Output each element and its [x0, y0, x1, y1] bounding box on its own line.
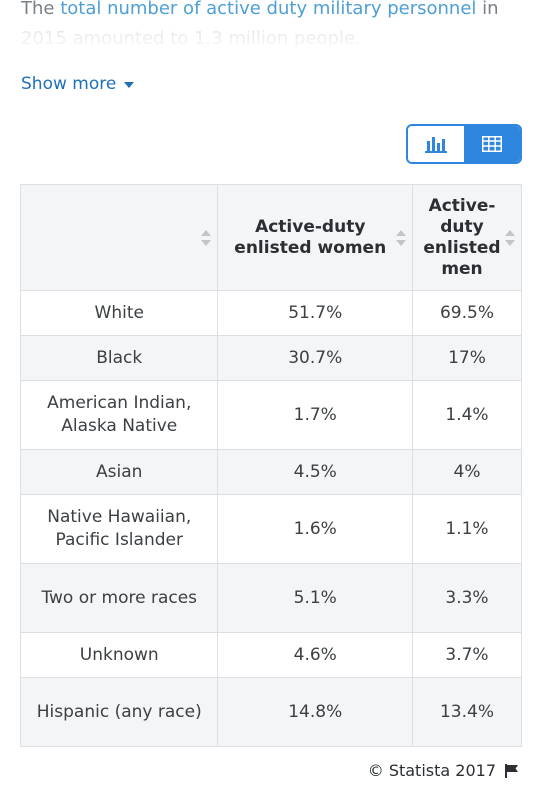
table-header-row: Active-duty enlisted women Active-duty e…: [19, 184, 522, 291]
women-value: 1.6%: [217, 494, 413, 564]
men-value: 13.4%: [412, 677, 522, 747]
row-label: Hispanic (any race): [19, 677, 219, 747]
statista-credit: © Statista 2017: [368, 761, 520, 780]
table-grid-icon: [482, 136, 502, 152]
intro-link[interactable]: total number of active duty military per…: [60, 0, 477, 19]
sort-icon: [505, 229, 515, 246]
men-value: 3.3%: [412, 563, 522, 633]
men-value: 1.1%: [412, 494, 522, 564]
row-label: Black: [19, 335, 219, 381]
row-label: Unknown: [19, 632, 219, 678]
bar-chart-icon: [425, 137, 447, 153]
flag-icon[interactable]: [504, 763, 520, 779]
table-row: American Indian, Alaska Native 1.7% 1.4%: [19, 380, 522, 450]
intro-prefix: The: [21, 0, 61, 19]
sort-icon: [396, 229, 406, 246]
caret-down-icon: [124, 82, 135, 88]
table-row: Two or more races 5.1% 3.3%: [19, 563, 522, 633]
table-row: Black 30.7% 17%: [19, 335, 522, 381]
women-value: 5.1%: [217, 563, 413, 633]
row-label: White: [19, 290, 219, 336]
women-value: 1.7%: [217, 380, 413, 450]
statistics-table: Active-duty enlisted women Active-duty e…: [19, 184, 522, 747]
women-value: 30.7%: [217, 335, 413, 381]
sort-icon: [201, 229, 212, 246]
table-row: White 51.7% 69.5%: [19, 290, 522, 336]
header-women[interactable]: Active-duty enlisted women: [217, 184, 413, 291]
men-value: 17%: [412, 335, 522, 381]
women-value: 14.8%: [217, 677, 413, 747]
table-row: Hispanic (any race) 14.8% 13.4%: [19, 677, 522, 747]
men-value: 1.4%: [412, 380, 522, 450]
row-label: Two or more races: [19, 563, 219, 633]
header-men[interactable]: Active-duty enlisted men: [412, 184, 522, 291]
header-category[interactable]: [19, 184, 219, 291]
women-value: 51.7%: [217, 290, 413, 336]
intro-text: The total number of active duty military…: [21, 0, 521, 54]
women-value: 4.5%: [217, 449, 413, 495]
intro-faded-line: 2015 amounted to 1.3 million people.: [21, 28, 361, 49]
row-label: Asian: [19, 449, 219, 495]
men-value: 69.5%: [412, 290, 522, 336]
row-label: American Indian, Alaska Native: [19, 380, 219, 450]
view-toggle: [406, 124, 522, 164]
row-label: Native Hawaiian, Pacific Islander: [19, 494, 219, 564]
men-value: 3.7%: [412, 632, 522, 678]
men-value: 4%: [412, 449, 522, 495]
credit-text: © Statista 2017: [367, 761, 496, 780]
intro-suffix: in: [476, 0, 499, 19]
table-view-button[interactable]: [464, 126, 520, 162]
show-more-button[interactable]: Show more: [21, 74, 135, 94]
table-row: Asian 4.5% 4%: [19, 449, 522, 495]
table-row: Unknown 4.6% 3.7%: [19, 632, 522, 678]
chart-view-button[interactable]: [408, 126, 464, 162]
table-row: Native Hawaiian, Pacific Islander 1.6% 1…: [19, 494, 522, 564]
women-value: 4.6%: [217, 632, 413, 678]
show-more-label: Show more: [21, 74, 117, 94]
